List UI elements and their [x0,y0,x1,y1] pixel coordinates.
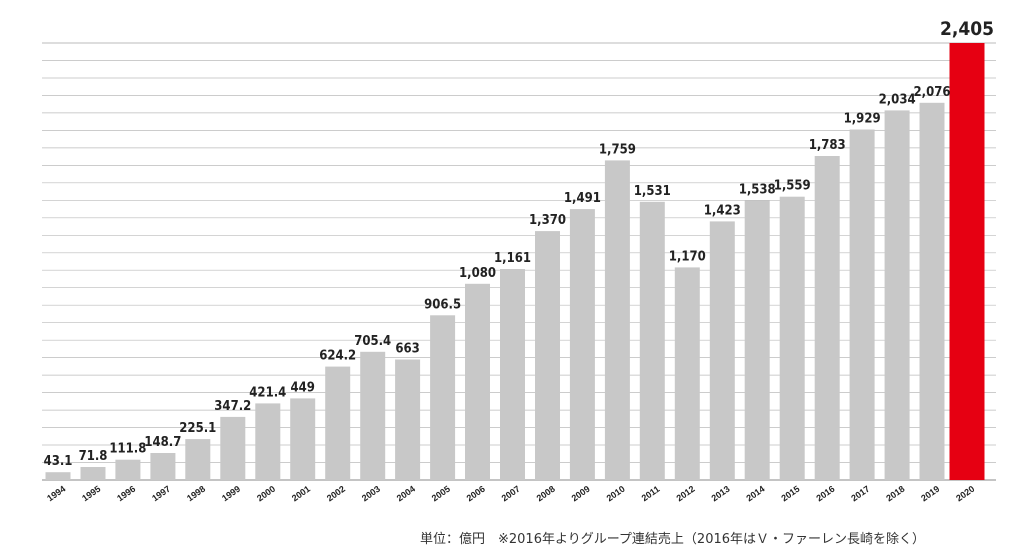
value-label-2013: 1,423 [704,203,741,218]
x-tick-label-2002: 2002 [325,484,347,504]
x-tick-label-2003: 2003 [360,484,382,504]
bar-2006 [465,283,490,480]
x-tick-label-1997: 1997 [150,484,172,504]
value-label-2017: 1,929 [844,112,881,127]
bar-2015 [779,196,805,480]
bar-2016 [814,156,840,480]
value-label-2002: 624.2 [319,349,356,364]
x-tick-label-2005: 2005 [430,484,452,504]
x-tick-label-2012: 2012 [675,484,697,504]
value-label-2004: 663 [395,342,419,357]
x-tick-label-2011: 2011 [640,484,662,503]
bar-2008 [535,231,560,480]
x-tick-label-2010: 2010 [605,484,627,504]
bar-1998 [185,439,211,480]
x-tick-label-2008: 2008 [535,484,557,504]
bar-1997 [150,453,176,480]
x-tick-label-2000: 2000 [255,484,277,504]
bar-2017 [849,129,875,480]
value-label-2010: 1,759 [599,142,636,157]
x-tick-labels: 1994 1995 1996 1997 1998 1999 2000 2001 2002 2003… [45,484,976,504]
footnote: 単位：億円 ※2016年よりグループ連結売上（2016年はＶ・ファーレン長崎を除… [420,532,926,547]
value-label-2007: 1,161 [494,251,531,266]
value-label-1995: 71.8 [79,449,108,464]
x-tick-label-2007: 2007 [500,484,522,504]
x-tick-label-2006: 2006 [465,484,487,504]
bar-2002 [325,366,351,480]
x-tick-label-2001: 2001 [290,484,312,504]
bar-1996 [115,459,141,480]
x-tick-label-2017: 2017 [849,484,871,504]
bar-2005 [430,315,456,480]
bar-2020 [949,43,985,480]
value-label-1996: 111.8 [109,442,146,457]
bar-2019 [919,102,945,481]
value-label-2015: 1,559 [774,179,811,194]
value-label-1999: 347.2 [214,399,251,414]
bar-1994 [45,472,71,480]
value-label-2016: 1,783 [809,138,846,153]
bar-2003 [360,351,386,480]
x-tick-label-2016: 2016 [814,484,836,504]
x-tick-label-1998: 1998 [185,484,207,504]
value-label-2020: 2,405 [940,18,994,40]
bar-2007 [500,269,525,480]
bar-2012 [674,267,700,480]
value-label-2012: 1,170 [669,249,706,264]
bar-2004 [395,359,421,480]
value-label-2014: 1,538 [739,183,776,198]
x-tick-label-2013: 2013 [710,484,732,504]
x-tick-label-1999: 1999 [220,484,242,504]
x-tick-label-2018: 2018 [884,484,906,504]
value-label-2008: 1,370 [529,213,566,228]
x-tick-label-2019: 2019 [919,484,941,504]
x-tick-label-1995: 1995 [80,484,102,504]
x-tick-label-2014: 2014 [744,484,766,504]
bar-2014 [744,200,770,480]
x-tick-label-1996: 1996 [115,484,137,504]
x-tick-label-2020: 2020 [954,484,976,504]
bars [45,43,985,481]
bar-1999 [220,416,246,480]
bar-2000 [255,403,281,480]
value-label-2009: 1,491 [564,191,601,206]
bar-1995 [80,467,106,480]
value-label-2019: 2,076 [914,85,951,100]
x-tick-label-2015: 2015 [779,484,801,504]
bar-2001 [290,398,316,480]
x-tick-label-2004: 2004 [395,484,417,504]
bar-2013 [709,221,735,480]
x-tick-label-1994: 1994 [45,484,67,504]
value-label-1997: 148.7 [144,435,181,450]
value-label-1998: 225.1 [179,421,216,436]
value-label-1994: 43.1 [44,454,73,469]
value-label-2005: 906.5 [424,297,461,312]
value-label-2003: 705.4 [354,334,391,349]
value-label-2006: 1,080 [459,266,496,281]
bar-2011 [639,201,665,481]
bar-2009 [569,209,595,480]
value-label-2011: 1,531 [634,184,671,199]
x-tick-label-2009: 2009 [570,484,592,504]
bar-2018 [884,110,910,481]
value-label-2000: 421.4 [249,385,286,400]
value-label-2001: 449 [290,380,314,395]
bar-2010 [604,160,630,480]
value-label-2018: 2,034 [879,92,916,107]
